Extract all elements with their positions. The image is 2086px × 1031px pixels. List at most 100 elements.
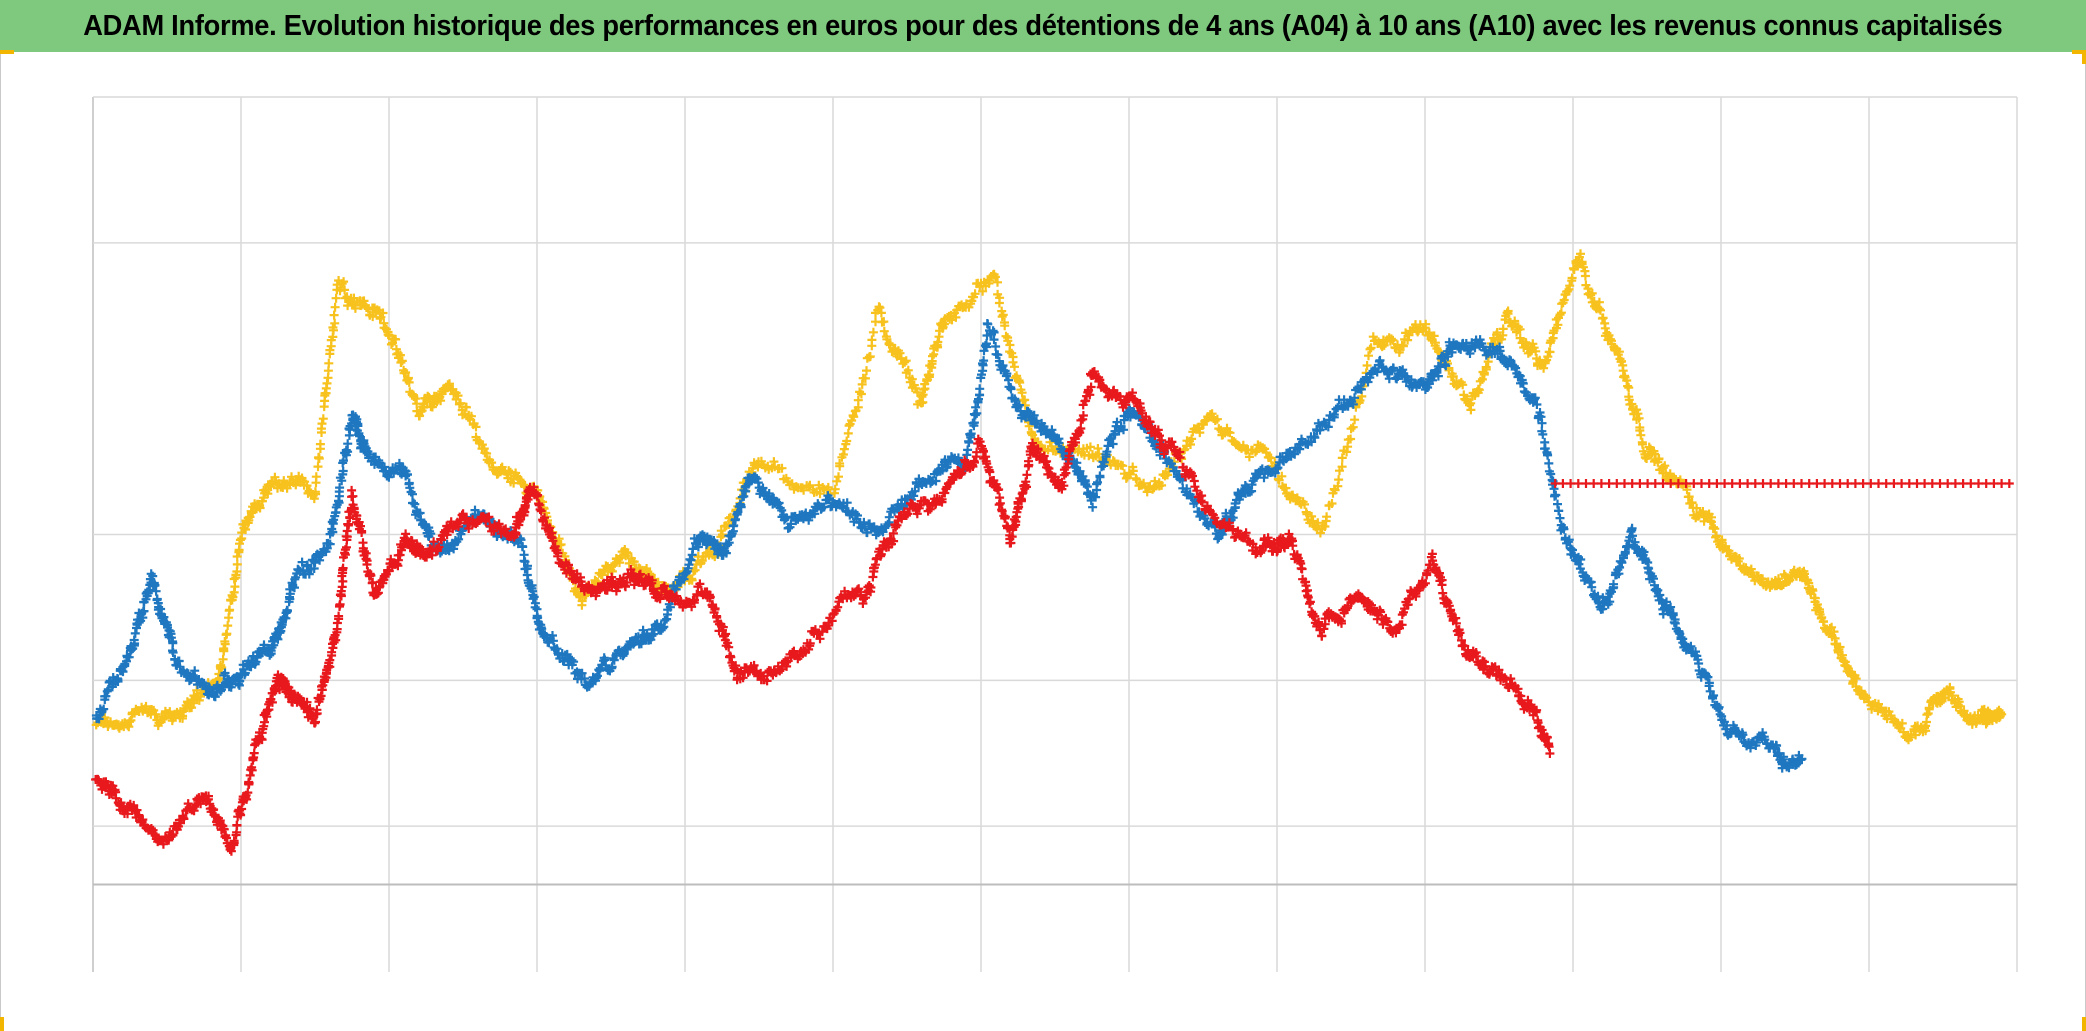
data-point (690, 565, 700, 575)
data-point (404, 377, 414, 387)
data-point (1721, 541, 1731, 551)
data-point (453, 391, 463, 401)
data-point (1544, 458, 1554, 468)
data-point (1430, 338, 1440, 348)
data-point (1498, 324, 1508, 334)
data-point (1539, 363, 1549, 373)
data-point (642, 564, 652, 573)
data-point (217, 663, 227, 672)
data-point (556, 540, 566, 549)
data-point (860, 373, 870, 383)
data-point (1636, 430, 1646, 440)
data-point (331, 293, 341, 303)
data-point (984, 276, 994, 286)
data-point (397, 356, 407, 366)
data-point (995, 498, 1005, 508)
data-point (1337, 453, 1347, 463)
data-point (232, 552, 242, 561)
data-point (1466, 405, 1476, 415)
data-point (1320, 522, 1330, 531)
data-point (876, 308, 886, 318)
data-point (315, 439, 325, 449)
chart-title: ADAM Informe. Evolution historique des p… (83, 9, 2003, 42)
data-point (993, 277, 1002, 287)
data-point (1250, 447, 1260, 457)
scatter-series-3 (91, 367, 1555, 856)
data-point (396, 358, 406, 367)
data-point (1008, 357, 1018, 367)
data-point (990, 272, 1000, 282)
series-layer (91, 249, 2014, 856)
data-point (232, 559, 242, 569)
data-point (310, 487, 320, 497)
data-point (1596, 305, 1605, 315)
data-point (348, 491, 358, 501)
data-point (1624, 383, 1634, 393)
data-point (1481, 364, 1491, 374)
data-point (875, 303, 885, 313)
data-point (970, 289, 980, 299)
data-point (1429, 331, 1439, 341)
data-point (1660, 461, 1670, 471)
data-point (359, 296, 369, 306)
data-point (998, 310, 1008, 320)
data-point (230, 582, 240, 592)
data-point (1633, 409, 1643, 419)
data-point (928, 351, 937, 361)
data-point (1000, 321, 1010, 331)
data-point (1898, 727, 1908, 737)
data-point (839, 444, 849, 454)
data-point (1388, 335, 1398, 345)
data-point (1545, 347, 1555, 357)
data-point (330, 302, 340, 312)
data-point (1322, 512, 1332, 522)
data-point (445, 379, 454, 389)
data-point (978, 286, 988, 296)
data-point (884, 338, 894, 348)
data-point (487, 458, 497, 468)
data-point (1348, 422, 1358, 432)
data-point (843, 428, 853, 438)
data-point (856, 389, 866, 399)
data-point (884, 512, 894, 522)
data-point (1327, 499, 1337, 508)
data-point (1774, 574, 1783, 584)
data-point (1576, 249, 1585, 259)
data-point (302, 481, 312, 491)
data-point (224, 606, 234, 616)
data-point (777, 463, 787, 473)
data-point (900, 357, 910, 367)
data-point (1807, 584, 1817, 594)
data-point (1510, 316, 1520, 326)
data-point (1266, 453, 1276, 463)
data-point (249, 748, 259, 758)
data-point (1911, 730, 1921, 740)
data-point (842, 436, 852, 446)
chart-plot (91, 96, 2018, 972)
data-point (597, 570, 607, 580)
data-point (849, 412, 859, 422)
data-point (220, 639, 230, 649)
data-point (687, 575, 697, 585)
data-point (329, 310, 339, 320)
data-point (1364, 351, 1373, 361)
data-point (471, 422, 481, 432)
data-point (141, 701, 151, 711)
data-point (339, 277, 349, 287)
data-point (130, 628, 140, 638)
data-point (1617, 356, 1626, 366)
data-point (338, 563, 348, 573)
data-point (830, 484, 840, 494)
data-point (799, 485, 809, 495)
data-point (879, 317, 889, 327)
data-point (1594, 304, 1604, 314)
data-point (1897, 718, 1907, 728)
data-point (1108, 456, 1118, 466)
data-point (1458, 380, 1468, 390)
data-point (970, 410, 980, 420)
data-point (907, 374, 917, 384)
data-point (1565, 281, 1575, 291)
data-point (832, 476, 842, 486)
data-point (1580, 271, 1590, 281)
data-point (1297, 564, 1307, 574)
